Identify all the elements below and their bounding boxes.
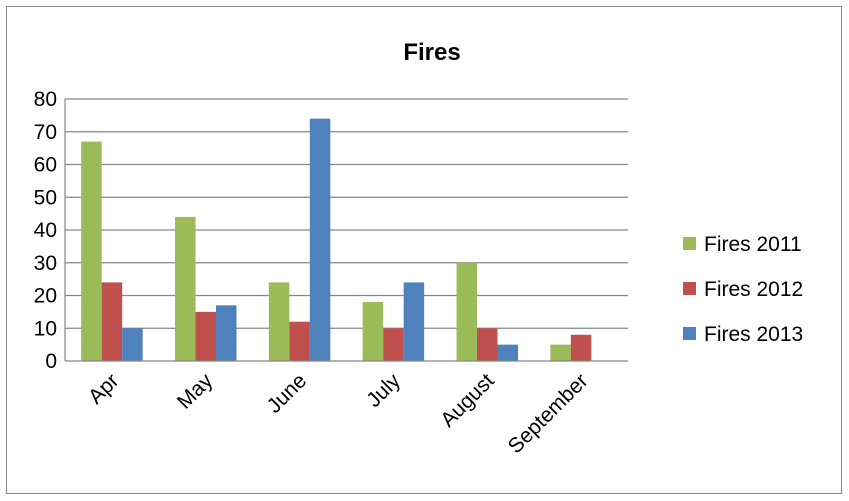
- legend-swatch-fires-2013: [683, 327, 696, 340]
- legend-label: Fires 2013: [704, 323, 803, 346]
- legend-swatch-fires-2011: [683, 237, 696, 250]
- bars: [81, 118, 592, 362]
- x-tick-label-august: August: [436, 369, 499, 432]
- bar-fires-2011-may: [175, 216, 196, 361]
- bar-fires-2012-june: [289, 321, 310, 361]
- bar-fires-2012-august: [477, 328, 498, 361]
- bar-fires-2012-may: [195, 311, 216, 361]
- bar-fires-2013-july: [403, 282, 425, 361]
- chart-frame: [6, 6, 842, 494]
- bar-fires-2011-september: [550, 344, 571, 361]
- bar-fires-2013-august: [497, 344, 518, 361]
- y-tick-label: 30: [34, 252, 57, 275]
- chart-title: Fires: [403, 39, 460, 66]
- axes: [64, 99, 628, 362]
- legend: Fires 2011 Fires 2012 Fires 2013: [683, 233, 803, 346]
- y-tick-label: 10: [34, 317, 57, 340]
- x-tick-label-july: July: [362, 369, 405, 412]
- bar-fires-2011-june: [268, 282, 290, 361]
- bar-fires-2013-apr: [122, 328, 143, 361]
- legend-label: Fires 2011: [704, 233, 802, 256]
- bar-fires-2012-july: [383, 328, 404, 361]
- x-tick-label-apr: Apr: [84, 369, 123, 408]
- y-tick-label: 80: [34, 88, 57, 111]
- x-tick-labels: Apr May June July August September: [84, 369, 593, 458]
- legend-swatch-fires-2012: [683, 282, 696, 295]
- x-tick-label-june: June: [263, 369, 311, 417]
- y-tick-label: 20: [34, 285, 57, 308]
- y-tick-label: 40: [34, 219, 57, 242]
- y-tick-label: 70: [34, 121, 57, 144]
- y-tick-label: 60: [34, 154, 57, 177]
- bar-fires-2011-august: [456, 262, 477, 361]
- bar-fires-2012-apr: [101, 282, 123, 361]
- bar-fires-2011-apr: [81, 141, 102, 361]
- bar-fires-2012-september: [570, 334, 592, 361]
- legend-label: Fires 2012: [704, 278, 803, 301]
- x-tick-label-may: May: [173, 369, 218, 414]
- y-tick-label: 50: [34, 186, 57, 209]
- x-tick-label-september: September: [504, 369, 593, 458]
- y-tick-label: 0: [45, 350, 57, 373]
- bar-fires-2013-june: [309, 118, 331, 362]
- bar-fires-2013-may: [216, 305, 237, 361]
- bar-fires-2011-july: [362, 302, 384, 361]
- y-tick-labels: 0 10 20 30 40 50 60 70 80: [34, 88, 57, 373]
- gridlines: [65, 98, 628, 329]
